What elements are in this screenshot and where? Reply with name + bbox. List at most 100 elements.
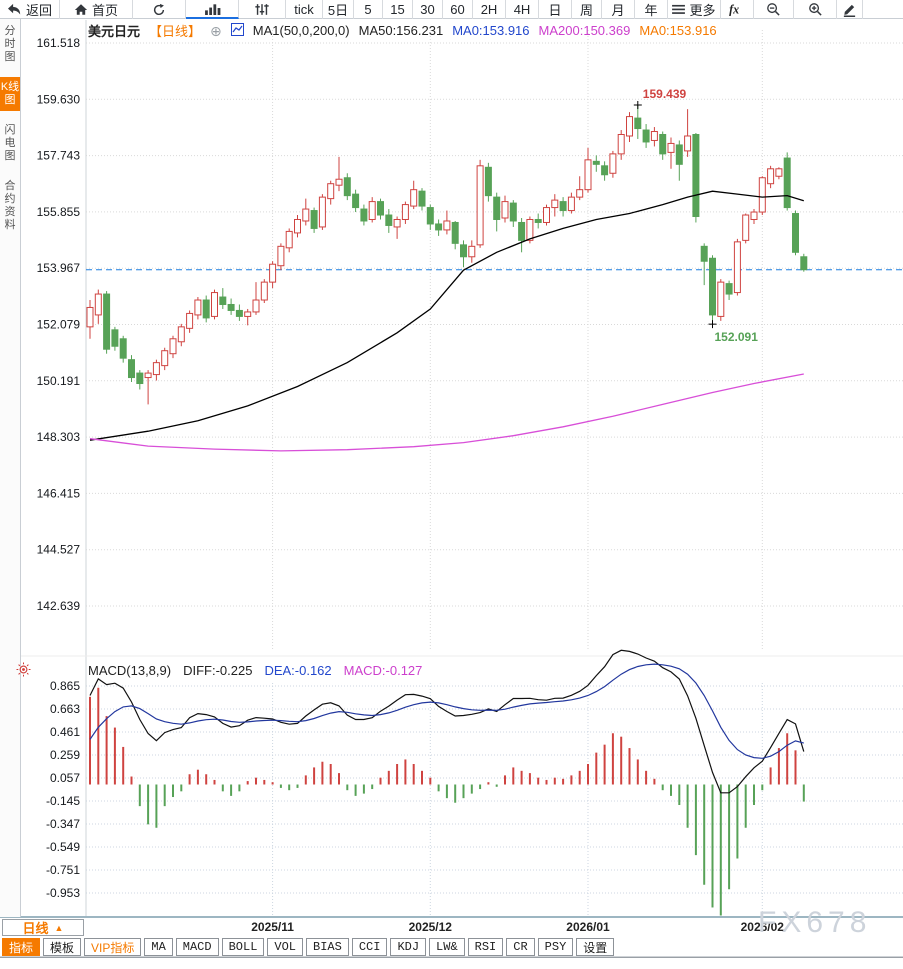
toolbar-button-15min[interactable]: 15 (383, 0, 413, 19)
svg-text:155.855: 155.855 (37, 205, 81, 219)
indicator-button-BOLL[interactable]: BOLL (221, 938, 265, 956)
indicator-toolbar: 指标 模板 VIP指标 MA MACD BOLL VOL BIAS CCI KDJ LW& RSI CR… (0, 937, 903, 957)
toolbar-button-label: 返回 (25, 3, 52, 18)
macd-diff-layer (89, 649, 805, 794)
zoom-out-icon (766, 2, 781, 17)
horizontal-scrollbar[interactable] (0, 957, 903, 969)
toolbar-button-refresh[interactable] (133, 0, 186, 19)
panel-frame (21, 20, 903, 917)
sliders-icon (254, 3, 270, 16)
svg-text:146.415: 146.415 (37, 486, 81, 500)
toolbar-button-back[interactable]: 返回 (0, 0, 60, 19)
annotations-layer: 159.439 152.091 (633, 87, 759, 344)
left-sidebar: 分时图 K线图闪电图合约资料 (0, 19, 21, 917)
svg-text:144.527: 144.527 (37, 543, 81, 557)
toolbar-button-indicator-sliders[interactable] (239, 0, 286, 19)
toolbar-button-monthly[interactable]: 月 (602, 0, 635, 19)
toolbar-button-label: 60 (450, 2, 465, 17)
sidebar-item-合约资料[interactable]: 合约资料 (4, 180, 16, 231)
ma50-line (89, 190, 804, 441)
fx-icon: fx (727, 3, 748, 16)
toolbar-button-label: 30 (420, 2, 435, 17)
toolbar-button-4h[interactable]: 4H (506, 0, 539, 19)
svg-text:150.191: 150.191 (37, 374, 81, 388)
price-axis-labels: 161.518 159.630 157.743 155.855 153.967 152.0… (37, 36, 81, 900)
sidebar-item-K线图[interactable]: K线图 (0, 77, 20, 111)
pencil-icon (842, 2, 857, 17)
bar-chart-icon (204, 2, 221, 15)
date-axis-row: 日线 ▲ 2025/11 2025/12 2026/01 2026/02 (0, 917, 903, 937)
month-gridlines (272, 30, 763, 916)
toolbar-button-5min[interactable]: 5 (354, 0, 383, 19)
toolbar-button-2h[interactable]: 2H (473, 0, 506, 19)
toolbar-button-label: 5日 (327, 3, 349, 18)
toolbar-button-label: 5 (364, 2, 372, 17)
toolbar-button-5d[interactable]: 5日 (323, 0, 354, 19)
sidebar-item-闪电图[interactable]: 闪电图 (4, 124, 16, 162)
sidebar-item-分时图[interactable]: 分时图 (4, 25, 16, 63)
svg-text:159.630: 159.630 (37, 92, 81, 106)
period-selector-label: 日线 (22, 921, 49, 936)
period-selector[interactable]: 日线 ▲ (2, 919, 84, 936)
indicator-settings-icon[interactable] (16, 662, 31, 677)
toolbar-button-30min[interactable]: 30 (413, 0, 443, 19)
indicator-button-PSY[interactable]: PSY (537, 938, 574, 956)
toolbar-button-zoom-in[interactable] (794, 0, 837, 19)
toolbar-button-more[interactable]: 更多 (668, 0, 721, 19)
toolbar-button-home[interactable]: 首页 (60, 0, 133, 19)
svg-text:0.259: 0.259 (50, 748, 80, 762)
toolbar-button-daily[interactable]: 日 (539, 0, 572, 19)
indicator-button-KDJ[interactable]: KDJ (390, 938, 427, 956)
macd-dea-line (89, 663, 804, 759)
toolbar-button-label: 日 (548, 3, 562, 18)
toolbar-button-weekly[interactable]: 周 (572, 0, 602, 19)
svg-text:152.079: 152.079 (37, 318, 81, 332)
chart-canvas[interactable]: 161.518 159.630 157.743 155.855 153.967 152.0… (21, 19, 903, 917)
svg-text:-0.145: -0.145 (46, 794, 80, 808)
toolbar-button-tick[interactable]: tick (286, 0, 323, 19)
svg-text:152.091: 152.091 (715, 330, 759, 344)
home-icon (74, 3, 88, 16)
svg-text:-0.549: -0.549 (46, 840, 80, 854)
indicator-button-指标[interactable]: 指标 (2, 938, 41, 956)
svg-text:142.639: 142.639 (37, 599, 81, 613)
toolbar-button-zoom-out[interactable] (754, 0, 794, 19)
svg-text:0.057: 0.057 (50, 771, 80, 785)
x-axis-label: 2026/01 (566, 920, 610, 934)
indicator-button-LW&[interactable]: LW& (429, 938, 465, 956)
chevron-up-icon: ▲ (54, 922, 64, 933)
indicator-button-CR[interactable]: CR (506, 938, 535, 956)
svg-text:-0.347: -0.347 (46, 817, 80, 831)
toolbar-button-yearly[interactable]: 年 (635, 0, 668, 19)
refresh-icon (152, 3, 166, 17)
indicator-button-设置[interactable]: 设置 (576, 938, 615, 956)
top-toolbar: 返回 首页 tick 5日 5 15 30 60 2H 4H 日 周 月 年 更多 fx (0, 0, 903, 19)
toolbar-button-label: 年 (644, 3, 658, 18)
indicator-button-VIP指标[interactable]: VIP指标 (84, 938, 142, 956)
toolbar-button-draw[interactable] (837, 0, 863, 19)
x-axis-label: 2025/12 (408, 920, 452, 934)
zoom-in-icon (808, 2, 823, 17)
indicator-button-CCI[interactable]: CCI (351, 938, 388, 956)
indicator-button-BIAS[interactable]: BIAS (306, 938, 349, 956)
indicator-button-MA[interactable]: MA (144, 938, 173, 956)
svg-text:157.743: 157.743 (37, 149, 81, 163)
indicator-button-模板[interactable]: 模板 (43, 938, 82, 956)
indicator-button-MACD[interactable]: MACD (175, 938, 219, 956)
macd-diff-line (89, 649, 805, 794)
menu-icon (672, 4, 686, 15)
indicator-button-VOL[interactable]: VOL (267, 938, 304, 956)
toolbar-button-60min[interactable]: 60 (443, 0, 473, 19)
toolbar-button-label: 15 (390, 2, 405, 17)
indicator-button-RSI[interactable]: RSI (467, 938, 504, 956)
svg-text:0.663: 0.663 (50, 702, 80, 716)
toolbar-button-kline-chart-type[interactable] (186, 0, 239, 19)
ma50-line-layer (89, 190, 804, 441)
back-arrow-icon (7, 3, 22, 16)
svg-text:-0.751: -0.751 (46, 863, 80, 877)
toolbar-button-fx-functions[interactable]: fx (721, 0, 754, 19)
svg-text:148.303: 148.303 (37, 430, 81, 444)
candles-layer (86, 105, 808, 405)
x-axis-label: 2026/02 (740, 920, 784, 934)
